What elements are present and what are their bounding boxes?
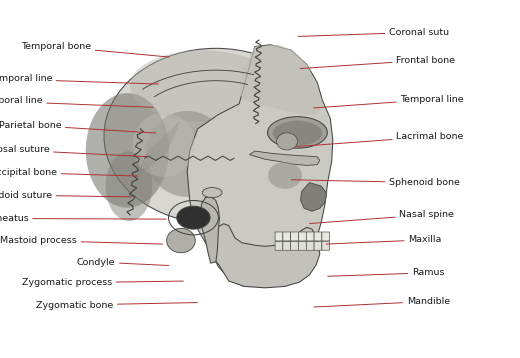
Ellipse shape	[133, 113, 195, 177]
Text: Ramus: Ramus	[328, 268, 445, 277]
Ellipse shape	[130, 50, 276, 122]
Text: Zygomatic process: Zygomatic process	[21, 278, 184, 287]
FancyBboxPatch shape	[306, 242, 314, 250]
FancyBboxPatch shape	[322, 242, 330, 250]
Text: Nasal spine: Nasal spine	[309, 210, 454, 223]
Text: Squamosal suture: Squamosal suture	[0, 145, 147, 157]
Text: Sphenoid bone: Sphenoid bone	[291, 178, 460, 187]
Polygon shape	[211, 224, 320, 288]
Text: Occipital bone: Occipital bone	[0, 168, 138, 177]
Ellipse shape	[268, 162, 302, 189]
FancyBboxPatch shape	[314, 232, 322, 241]
FancyBboxPatch shape	[306, 232, 314, 241]
FancyBboxPatch shape	[291, 232, 298, 241]
Text: Maxilla: Maxilla	[326, 235, 441, 245]
FancyBboxPatch shape	[298, 242, 306, 250]
Circle shape	[177, 206, 210, 229]
Text: Parietal bone: Parietal bone	[0, 121, 156, 133]
Ellipse shape	[268, 117, 328, 148]
Ellipse shape	[106, 151, 152, 221]
Ellipse shape	[166, 228, 196, 253]
Text: Zygomatic bone: Zygomatic bone	[36, 300, 198, 310]
Text: Lacrimal bone: Lacrimal bone	[296, 132, 464, 146]
Polygon shape	[200, 196, 219, 263]
Text: Mastoid process: Mastoid process	[0, 236, 163, 245]
FancyBboxPatch shape	[291, 242, 298, 250]
Text: Temporal line: Temporal line	[314, 95, 464, 108]
Text: External acoustic meatus: External acoustic meatus	[0, 214, 166, 223]
FancyBboxPatch shape	[298, 232, 306, 241]
Ellipse shape	[273, 121, 322, 146]
Ellipse shape	[202, 188, 222, 198]
Text: Mandible: Mandible	[314, 297, 450, 307]
Text: Condyle: Condyle	[77, 257, 169, 267]
Text: Inferior temporal line: Inferior temporal line	[0, 96, 153, 107]
Polygon shape	[301, 183, 327, 211]
FancyBboxPatch shape	[283, 242, 291, 250]
Ellipse shape	[104, 48, 328, 224]
Text: Coronal sutu: Coronal sutu	[298, 28, 449, 37]
Polygon shape	[187, 45, 333, 286]
Text: Superior temporal line: Superior temporal line	[0, 74, 159, 84]
Ellipse shape	[86, 93, 169, 208]
FancyBboxPatch shape	[275, 232, 283, 241]
Text: Temporal bone: Temporal bone	[21, 42, 169, 57]
Ellipse shape	[146, 111, 229, 197]
Text: Lambdoid suture: Lambdoid suture	[0, 190, 132, 200]
Polygon shape	[250, 151, 320, 165]
Text: Frontal bone: Frontal bone	[300, 55, 455, 68]
Ellipse shape	[277, 133, 297, 150]
Polygon shape	[239, 45, 322, 115]
FancyBboxPatch shape	[275, 242, 283, 250]
FancyBboxPatch shape	[322, 232, 330, 241]
FancyBboxPatch shape	[283, 232, 291, 241]
FancyBboxPatch shape	[314, 242, 322, 250]
